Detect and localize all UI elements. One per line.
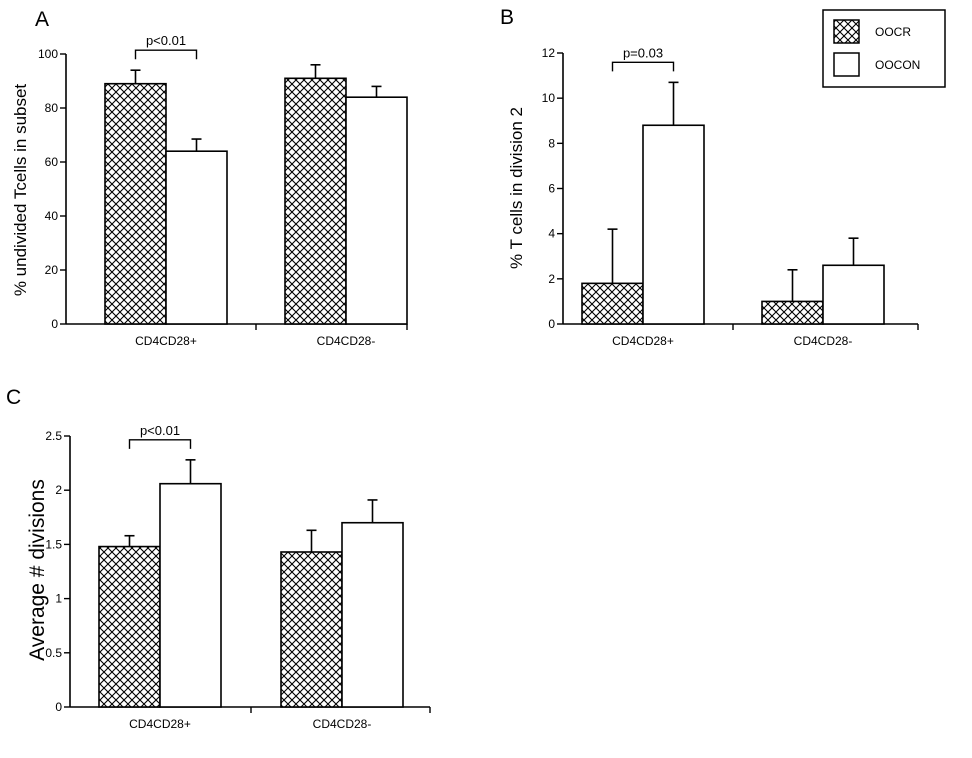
panel-b-bar-oocr	[761, 300, 824, 325]
panel-b-bar-oocon	[822, 264, 885, 325]
panel-b-y-tick-label: 0	[548, 317, 555, 331]
panel-c-y-tick-label: 1.5	[45, 537, 62, 551]
panel-b-y-tick-label: 12	[542, 46, 556, 60]
panel-b-category-label: CD4CD28-	[794, 334, 853, 348]
panel-a-category-label: CD4CD28-	[317, 334, 376, 348]
panel-a-y-tick-label: 0	[51, 317, 58, 331]
legend-swatch-oocr	[833, 19, 860, 44]
panel-b-p-value-label: p=0.03	[623, 45, 663, 60]
panel-a-bar-oocr	[284, 77, 347, 325]
panel-b-bar-oocon	[642, 124, 705, 325]
panel-a-y-tick-label: 40	[45, 209, 59, 223]
panel-b-bar-oocr	[581, 282, 644, 325]
panel-c-y-label: Average # divisions	[26, 479, 49, 661]
panel-letter-b: B	[500, 6, 514, 29]
panel-c-bar-oocr	[280, 551, 343, 708]
panel-c-p-value-label: p<0.01	[140, 423, 180, 438]
panel-a-bar-oocon	[165, 150, 228, 325]
panel-b-y-tick-label: 2	[548, 272, 555, 286]
panel-c-bar-oocr	[98, 545, 161, 708]
panel-c-y-tick-label: 0	[55, 700, 62, 714]
panel-a-y-tick-label: 20	[45, 263, 59, 277]
panel-b-significance-bracket	[611, 61, 675, 72]
legend-label-oocr: OOCR	[875, 25, 911, 39]
panel-c-bar-oocon	[341, 521, 404, 708]
panel-a-y-label: % undivided Tcells in subset	[11, 84, 30, 297]
panel-a-bar-oocr	[104, 82, 167, 325]
panel-c-y-tick-label: 2.5	[45, 429, 62, 443]
panel-letter-a: A	[35, 8, 49, 31]
panel-c-y-tick-label: 1	[55, 592, 62, 606]
panel-a-y-tick-label: 100	[38, 47, 58, 61]
panel-a-category-label: CD4CD28+	[135, 334, 197, 348]
panel-a-y-tick-label: 80	[45, 101, 59, 115]
legend-swatch-oocon	[833, 52, 860, 77]
panel-b-y-tick-label: 8	[548, 136, 555, 150]
panel-b-y-tick-label: 10	[542, 91, 556, 105]
panel-b-y-label: % T cells in division 2	[507, 107, 526, 269]
panel-b-category-label: CD4CD28+	[612, 334, 674, 348]
panel-c-category-label: CD4CD28-	[313, 717, 372, 731]
panel-a-p-value-label: p<0.01	[146, 33, 186, 48]
panel-b-y-tick-label: 6	[548, 182, 555, 196]
panel-c-category-label: CD4CD28+	[129, 717, 191, 731]
panel-a-bar-oocon	[345, 96, 408, 325]
panel-c-significance-bracket	[128, 439, 192, 449]
legend: OOCR OOCON	[822, 9, 946, 88]
panel-c-y-tick-label: 2	[55, 483, 62, 497]
panel-c-y-tick-label: 0.5	[45, 646, 62, 660]
legend-label-oocon: OOCON	[875, 58, 920, 72]
panel-a-y-tick-label: 60	[45, 155, 59, 169]
panel-c-bar-oocon	[159, 482, 222, 708]
panel-letter-c: C	[6, 386, 21, 409]
panel-b-y-tick-label: 4	[548, 227, 555, 241]
panel-a-significance-bracket	[134, 49, 198, 60]
